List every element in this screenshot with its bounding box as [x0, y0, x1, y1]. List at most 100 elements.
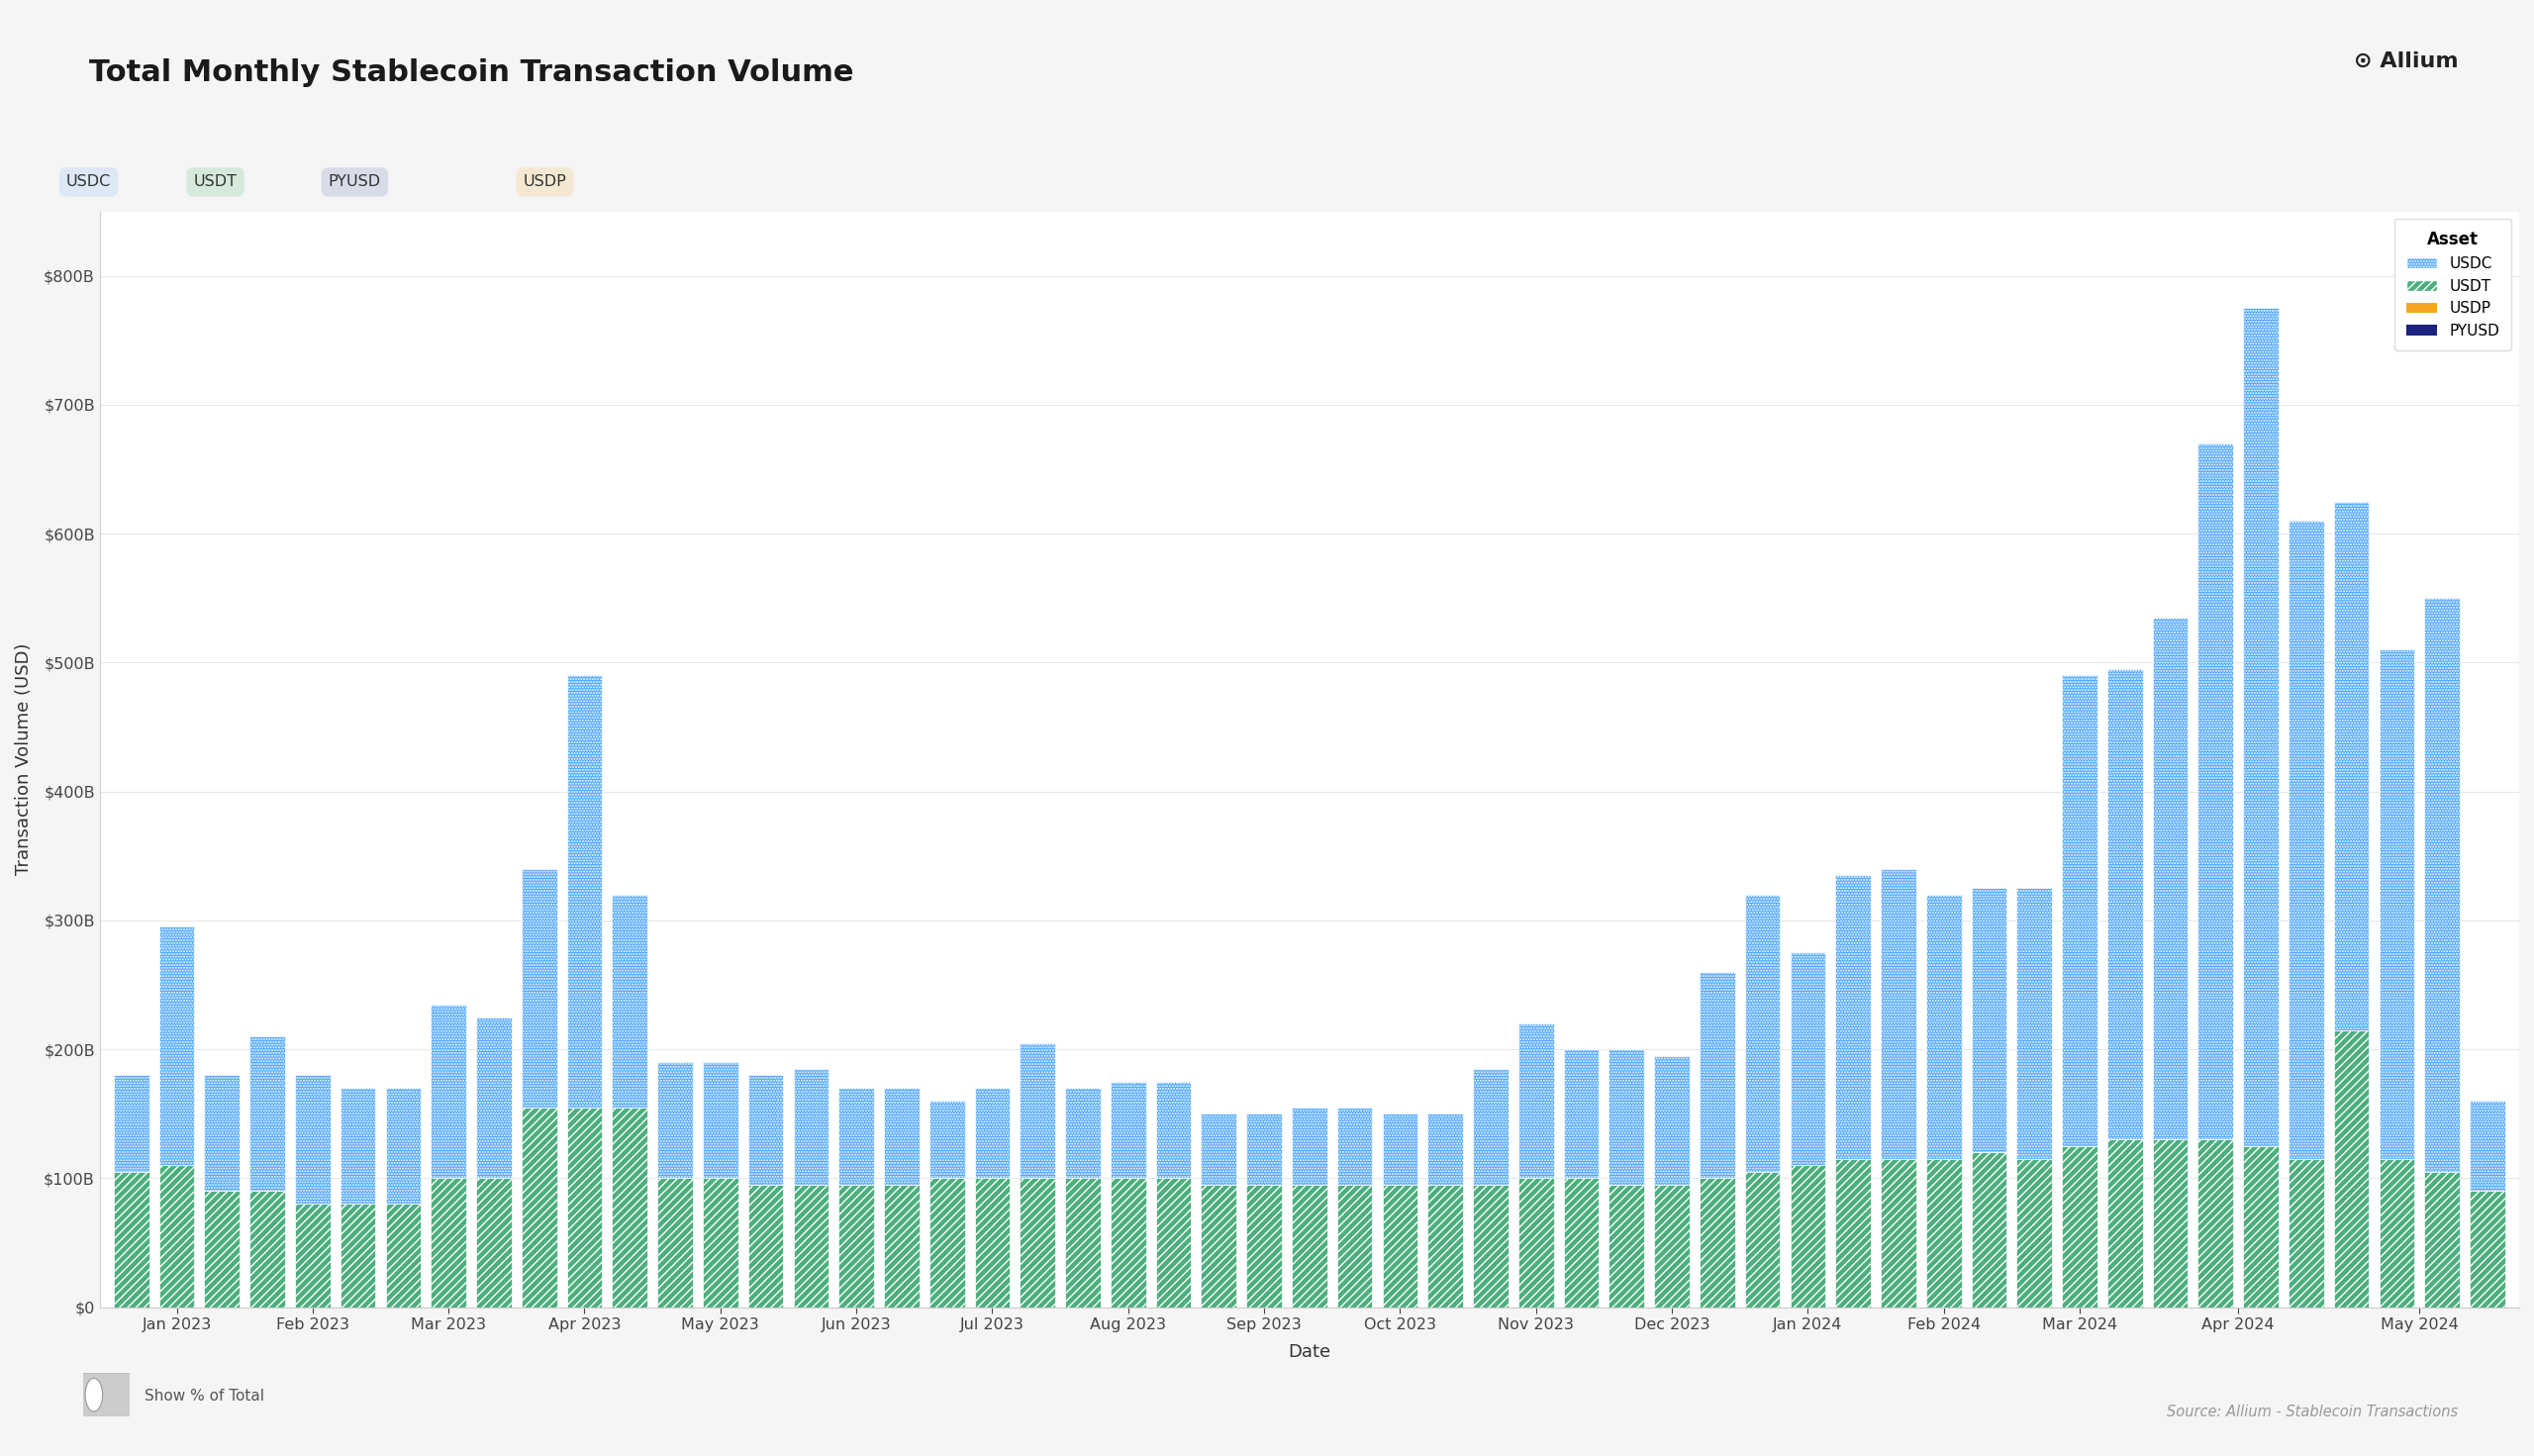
- Text: USDT: USDT: [193, 175, 238, 189]
- Bar: [1971, 1152, 2007, 1307]
- Bar: [340, 1204, 375, 1307]
- Bar: [2334, 1029, 2369, 1307]
- Bar: [1247, 1185, 1282, 1307]
- Bar: [1518, 1024, 1553, 1178]
- Bar: [1655, 1056, 1690, 1185]
- Bar: [1563, 1050, 1599, 1178]
- Bar: [1518, 1178, 1553, 1307]
- Bar: [1384, 1185, 1417, 1307]
- Bar: [340, 1088, 375, 1204]
- Bar: [568, 676, 603, 1108]
- Bar: [2197, 444, 2232, 1140]
- Text: ⊙ Allium: ⊙ Allium: [2354, 51, 2458, 71]
- Bar: [1609, 1185, 1645, 1307]
- Bar: [1292, 1108, 1328, 1185]
- Bar: [1789, 952, 1824, 1165]
- Bar: [2243, 309, 2278, 1146]
- Bar: [748, 1075, 783, 1185]
- Bar: [884, 1185, 920, 1307]
- Bar: [839, 1185, 874, 1307]
- Bar: [2288, 521, 2324, 1159]
- Bar: [431, 1178, 466, 1307]
- Bar: [568, 1108, 603, 1307]
- Bar: [748, 1185, 783, 1307]
- Bar: [1789, 1165, 1824, 1307]
- Bar: [160, 1165, 195, 1307]
- Bar: [2108, 1140, 2144, 1307]
- Bar: [976, 1178, 1011, 1307]
- Bar: [1880, 1159, 1916, 1307]
- Bar: [114, 1075, 150, 1172]
- Bar: [1926, 894, 1961, 1159]
- Bar: [1201, 1185, 1237, 1307]
- Circle shape: [86, 1379, 101, 1411]
- FancyBboxPatch shape: [81, 1373, 132, 1417]
- Bar: [2379, 649, 2415, 1159]
- Bar: [251, 1191, 284, 1307]
- Legend: USDC, USDT, USDP, PYUSD: USDC, USDT, USDP, PYUSD: [2395, 218, 2511, 351]
- Bar: [702, 1178, 737, 1307]
- Text: Total Monthly Stablecoin Transaction Volume: Total Monthly Stablecoin Transaction Vol…: [89, 58, 854, 87]
- Bar: [1427, 1114, 1462, 1185]
- Bar: [1156, 1082, 1191, 1178]
- Bar: [839, 1088, 874, 1185]
- Bar: [114, 1172, 150, 1307]
- Bar: [2379, 1159, 2415, 1307]
- Bar: [613, 1108, 649, 1307]
- Bar: [476, 1178, 512, 1307]
- Bar: [1835, 1159, 1870, 1307]
- Bar: [160, 927, 195, 1165]
- Bar: [656, 1063, 692, 1178]
- Text: Show % of Total: Show % of Total: [144, 1389, 264, 1404]
- Bar: [1384, 1114, 1417, 1185]
- Bar: [613, 894, 649, 1108]
- Bar: [793, 1069, 829, 1185]
- Bar: [1201, 1114, 1237, 1185]
- Bar: [702, 1063, 737, 1178]
- Bar: [2425, 1172, 2461, 1307]
- Bar: [1338, 1108, 1373, 1185]
- Bar: [251, 1037, 284, 1191]
- Bar: [1926, 1159, 1961, 1307]
- Bar: [385, 1088, 421, 1204]
- Bar: [522, 1108, 557, 1307]
- Bar: [1064, 1178, 1100, 1307]
- Bar: [1110, 1178, 1145, 1307]
- Bar: [2197, 1140, 2232, 1307]
- Bar: [1971, 888, 2007, 1152]
- Bar: [1156, 1178, 1191, 1307]
- Bar: [1427, 1185, 1462, 1307]
- Bar: [656, 1178, 692, 1307]
- Bar: [205, 1191, 241, 1307]
- Bar: [1247, 1114, 1282, 1185]
- Bar: [2063, 1146, 2098, 1307]
- Text: Source: Allium - Stablecoin Transactions: Source: Allium - Stablecoin Transactions: [2167, 1405, 2458, 1420]
- Bar: [1700, 1178, 1736, 1307]
- Bar: [476, 1018, 512, 1178]
- Bar: [2017, 888, 2053, 1159]
- Bar: [1472, 1069, 1508, 1185]
- Bar: [2243, 1146, 2278, 1307]
- Bar: [1746, 894, 1781, 1172]
- Bar: [1835, 875, 1870, 1159]
- Y-axis label: Transaction Volume (USD): Transaction Volume (USD): [15, 644, 33, 875]
- Bar: [1338, 1185, 1373, 1307]
- Bar: [2288, 1159, 2324, 1307]
- Bar: [1019, 1042, 1054, 1178]
- Bar: [884, 1088, 920, 1185]
- Bar: [2017, 1159, 2053, 1307]
- Bar: [1609, 1050, 1645, 1185]
- Bar: [1110, 1082, 1145, 1178]
- Bar: [2471, 1191, 2506, 1307]
- Text: USDP: USDP: [522, 175, 568, 189]
- Bar: [1655, 1185, 1690, 1307]
- Bar: [1292, 1185, 1328, 1307]
- Bar: [1064, 1088, 1100, 1178]
- Bar: [294, 1075, 329, 1204]
- Bar: [1700, 973, 1736, 1178]
- Bar: [930, 1178, 965, 1307]
- Bar: [2151, 1140, 2187, 1307]
- Bar: [2063, 676, 2098, 1146]
- Bar: [2108, 668, 2144, 1140]
- Bar: [385, 1204, 421, 1307]
